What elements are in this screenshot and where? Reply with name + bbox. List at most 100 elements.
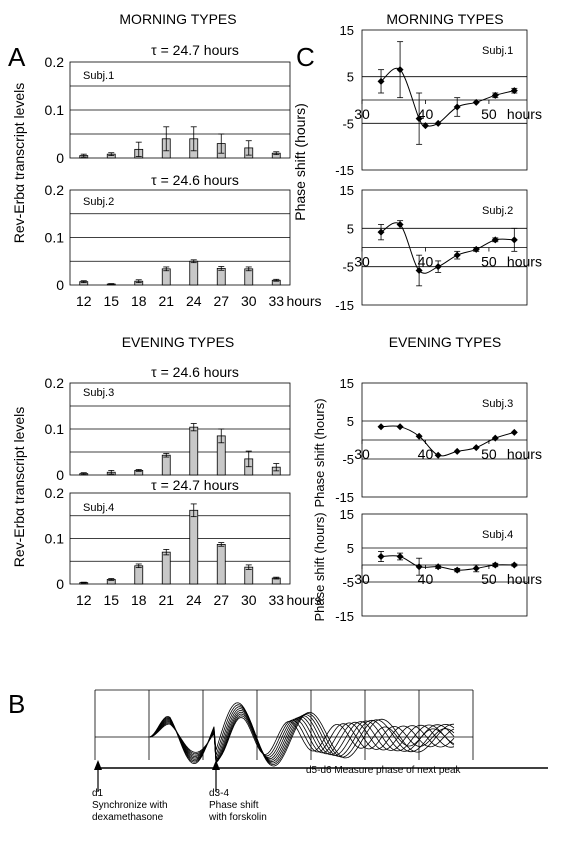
subject-label: Subj.2: [482, 205, 513, 217]
section-title-c-evening: EVENING TYPES: [389, 334, 502, 350]
x-tick-label: 18: [131, 293, 147, 309]
data-point-marker: [491, 236, 499, 244]
annotation-d1-line2: Synchronize with: [92, 800, 168, 811]
y-tick-label: 0.1: [45, 230, 65, 246]
x-unit-label: hours: [507, 106, 542, 122]
line-chart-C4: 15 5 -5 -15 30 40 50 hours Subj.4: [335, 507, 542, 624]
data-point-marker: [510, 561, 518, 569]
data-point-marker: [396, 221, 404, 228]
data-point-marker: [434, 263, 442, 271]
x-tick-label: 27: [213, 293, 229, 309]
oscillation-trace: [149, 711, 455, 765]
y-tick-label: -15: [335, 163, 354, 178]
x-tick-label: 30: [241, 592, 257, 608]
y-tick-label: 0: [56, 576, 64, 592]
x-tick-label: 50: [481, 571, 497, 587]
data-point-marker: [377, 423, 385, 431]
panel-b-oscillation-traces: [94, 689, 548, 792]
bar: [216, 544, 226, 585]
section-title-a-morning: MORNING TYPES: [119, 11, 236, 27]
annotation-d1-line3: dexamethasone: [92, 812, 164, 823]
y-tick-label: 0.2: [45, 485, 65, 501]
data-point-marker: [453, 447, 461, 455]
x-tick-label: 21: [158, 592, 174, 608]
data-point-marker: [434, 563, 442, 571]
bar-chart-A2: 0 0.1 0.2 τ = 24.6 hours Subj.2 12 15 18 21 24 27 3…: [45, 172, 322, 309]
annotation-d34-line1: d3-4: [209, 788, 229, 799]
subject-label: Subj.1: [482, 45, 513, 57]
bar-chart-A4: 0 0.1 0.2 τ = 24.7 hours Subj.4 12 15 18 21 24 27 3…: [45, 477, 322, 608]
x-tick-label: 50: [481, 446, 497, 462]
x-unit-label: hours: [507, 571, 542, 587]
x-tick-label: 24: [186, 293, 202, 309]
x-unit-label: hours: [507, 254, 542, 270]
x-tick-label: 30: [354, 446, 370, 462]
data-point-marker: [421, 122, 429, 130]
bar: [244, 268, 254, 286]
bar: [216, 267, 226, 286]
a-bottom-ylabel: Rev-Erbα transcript levels: [11, 407, 27, 568]
y-tick-label: 5: [347, 221, 354, 236]
bar: [189, 260, 199, 286]
subject-label: Subj.1: [83, 70, 114, 82]
bar-chart-A1: 0 0.1 0.2 τ = 24.7 hours Subj.1: [45, 42, 291, 166]
x-tick-label: 15: [103, 592, 119, 608]
data-point-marker: [510, 428, 518, 436]
y-tick-label: 0.2: [45, 54, 65, 70]
panel-letter-c: C: [296, 42, 315, 72]
subject-label: Subj.4: [482, 529, 513, 541]
x-tick-label: 33: [268, 592, 284, 608]
oscillation-trace: [149, 706, 455, 764]
y-tick-label: -15: [335, 298, 354, 313]
y-tick-label: 0.2: [45, 182, 65, 198]
bar: [161, 551, 171, 585]
x-tick-label: 27: [213, 592, 229, 608]
data-point-marker: [434, 119, 442, 127]
data-point-marker: [453, 566, 461, 574]
annotation-d34-line3: with forskolin: [208, 812, 267, 823]
data-point-marker: [472, 444, 480, 452]
data-point-marker: [396, 423, 404, 431]
c4-ylabel: Phase shift (hours): [312, 512, 327, 621]
y-tick-label: 15: [340, 507, 354, 522]
c3-ylabel: Phase shift (hours): [312, 398, 327, 507]
y-tick-label: -5: [342, 116, 354, 131]
data-point-marker: [472, 98, 480, 106]
subject-label: Subj.4: [83, 502, 114, 514]
x-tick-label: 33: [268, 293, 284, 309]
annotation-d56: d5-d6 Measure phase of next peak: [306, 765, 462, 776]
chart-title: τ = 24.6 hours: [151, 364, 239, 380]
bar-chart-A3: 0 0.1 0.2 τ = 24.6 hours Subj.3: [45, 364, 291, 483]
x-tick-label: 21: [158, 293, 174, 309]
bar: [189, 509, 199, 585]
data-point-marker: [491, 561, 499, 569]
x-tick-label: 15: [103, 293, 119, 309]
data-point-marker: [396, 66, 404, 74]
subject-label: Subj.2: [83, 196, 114, 208]
section-title-c-morning: MORNING TYPES: [386, 11, 503, 27]
data-point-marker: [510, 87, 518, 95]
x-tick-label: 12: [76, 293, 92, 309]
oscillation-trace: [149, 717, 455, 760]
x-tick-label: 30: [354, 571, 370, 587]
y-tick-label: 0.1: [45, 421, 65, 437]
data-point-marker: [491, 434, 499, 442]
bar: [134, 565, 144, 585]
chart-group: 0 0.1 0.2 τ = 24.7 hours Subj.1 0 0.1 0.2 τ = 24…: [45, 23, 542, 624]
y-tick-label: 15: [340, 23, 354, 38]
data-point-marker: [396, 553, 404, 560]
y-tick-label: 0: [56, 150, 64, 166]
x-tick-label: 12: [76, 592, 92, 608]
bar: [189, 426, 199, 476]
section-title-a-evening: EVENING TYPES: [122, 334, 235, 350]
data-point-marker: [472, 245, 480, 253]
y-tick-label: 15: [340, 183, 354, 198]
x-tick-label: 40: [418, 571, 434, 587]
x-tick-label: 50: [481, 106, 497, 122]
y-tick-label: 0.1: [45, 531, 65, 547]
y-tick-label: -15: [335, 490, 354, 505]
bar: [161, 454, 171, 476]
line-chart-C3: 15 5 -5 -15 30 40 50 hours Subj.3: [335, 376, 542, 505]
